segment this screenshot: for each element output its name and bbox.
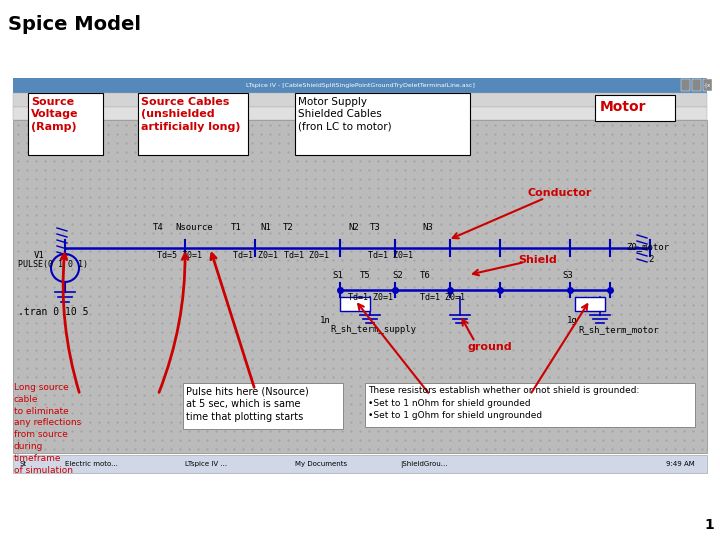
Text: R_sh_term_supply: R_sh_term_supply [330,325,416,334]
Bar [13,78,707,93]
Text: V1: V1 [34,251,45,260]
Text: Z0_motor: Z0_motor [626,242,669,251]
FancyBboxPatch shape [595,95,675,121]
Text: PULSE(0 1 0 1): PULSE(0 1 0 1) [18,260,88,269]
Bar [28,93,103,155]
Text: 1n: 1n [320,316,330,325]
Text: Spice Model: Spice Model [8,15,141,34]
Text: S3: S3 [562,271,572,280]
Bar [13,120,707,453]
Text: N1: N1 [260,223,271,232]
Text: Source Cables
(unshielded
artificially long): Source Cables (unshielded artificially l… [141,97,240,132]
Text: .tran 0 10 5: .tran 0 10 5 [18,307,89,317]
Text: Electric moto...: Electric moto... [65,461,118,467]
Text: Pulse hits here (Nsource)
at 5 sec, which is same
time that plotting starts: Pulse hits here (Nsource) at 5 sec, whic… [186,386,309,422]
Bar [703,79,712,91]
Text: T3: T3 [370,223,381,232]
Text: LTspice IV - [CableShieldSplitSinglePointGroundTryDeletTerminalLine.asc]: LTspice IV - [CableShieldSplitSinglePoin… [246,83,474,87]
Text: My Documents: My Documents [295,461,347,467]
Text: Td=1 Z0=1: Td=1 Z0=1 [284,251,329,260]
Bar [365,383,695,427]
Text: T2: T2 [283,223,294,232]
Text: N3: N3 [422,223,433,232]
Text: R_sh_term_motor: R_sh_term_motor [578,325,659,334]
Text: T1: T1 [231,223,242,232]
Text: Conductor: Conductor [527,188,591,198]
Bar [138,93,248,155]
Text: 9:49 AM: 9:49 AM [666,461,695,467]
Bar [13,93,707,107]
Text: Td=1 Z0=1: Td=1 Z0=1 [233,251,278,260]
Bar [681,79,690,91]
Text: LTspice IV ...: LTspice IV ... [185,461,227,467]
Text: Long source
cable
to eliminate
any reflections
from source
during
timeframe
of s: Long source cable to eliminate any refle… [14,383,81,475]
Bar [692,79,701,91]
Text: T4: T4 [153,223,163,232]
Bar [575,297,605,311]
Bar [295,93,470,155]
Text: N2: N2 [348,223,359,232]
Text: ground: ground [468,342,513,352]
Text: Shield: Shield [518,255,557,265]
Text: S2: S2 [392,271,402,280]
Text: St: St [20,461,27,467]
Text: Td=1 Z0=1: Td=1 Z0=1 [368,251,413,260]
Text: -|x: -|x [703,82,711,87]
Text: 1: 1 [704,518,714,532]
Text: |ShieldGrou...: |ShieldGrou... [400,461,448,468]
Bar [13,455,707,473]
Text: These resistors establish whether or not shield is grounded:
•Set to 1 nOhm for : These resistors establish whether or not… [368,386,639,420]
Text: T6: T6 [420,271,431,280]
Text: Motor Supply
Shielded Cables
(fron LC to motor): Motor Supply Shielded Cables (fron LC to… [298,97,392,132]
Text: S1: S1 [332,271,343,280]
Text: 2: 2 [648,255,653,264]
Bar [183,383,343,429]
Text: Td=1 Z0=1: Td=1 Z0=1 [348,293,393,302]
Text: Motor: Motor [600,100,647,114]
Text: Td=5 Z0=1: Td=5 Z0=1 [157,251,202,260]
Text: Td=1 Z0=1: Td=1 Z0=1 [420,293,465,302]
Text: T5: T5 [360,271,371,280]
Bar [340,297,370,311]
Text: 1g: 1g [567,316,577,325]
Text: Source
Voltage
(Ramp): Source Voltage (Ramp) [31,97,78,132]
Text: Nsource: Nsource [175,223,212,232]
Bar [13,107,707,120]
